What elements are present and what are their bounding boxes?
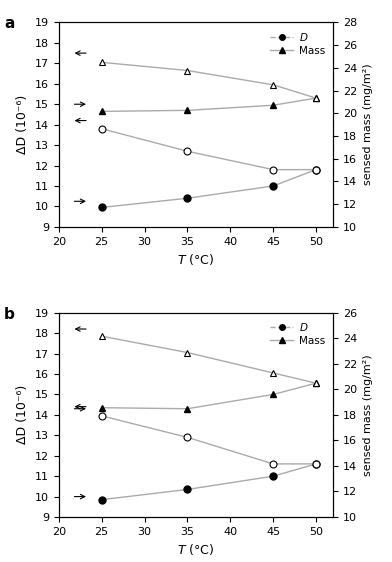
Y-axis label: ΔD (10⁻⁶): ΔD (10⁻⁶) <box>16 385 29 445</box>
Text: b: b <box>4 306 15 321</box>
Legend: $D$, Mass: $D$, Mass <box>267 318 328 349</box>
Text: a: a <box>4 16 14 31</box>
Legend: $D$, Mass: $D$, Mass <box>267 28 328 59</box>
Y-axis label: sensed mass (mg/m²): sensed mass (mg/m²) <box>363 64 373 185</box>
Y-axis label: ΔD (10⁻⁶): ΔD (10⁻⁶) <box>16 95 29 155</box>
X-axis label: $T$ (°C): $T$ (°C) <box>177 252 215 267</box>
X-axis label: $T$ (°C): $T$ (°C) <box>177 542 215 558</box>
Y-axis label: sensed mass (mg/m²): sensed mass (mg/m²) <box>363 354 373 475</box>
